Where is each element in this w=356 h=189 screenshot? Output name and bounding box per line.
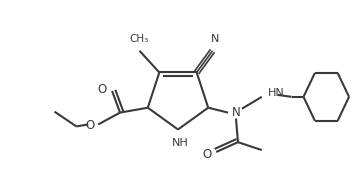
Text: HN: HN [268,88,284,98]
Text: O: O [86,119,95,132]
Text: N: N [232,106,240,119]
Text: O: O [203,147,212,160]
Text: O: O [98,84,107,96]
Text: CH₃: CH₃ [129,34,148,44]
Text: NH: NH [172,138,188,148]
Text: N: N [211,34,220,44]
